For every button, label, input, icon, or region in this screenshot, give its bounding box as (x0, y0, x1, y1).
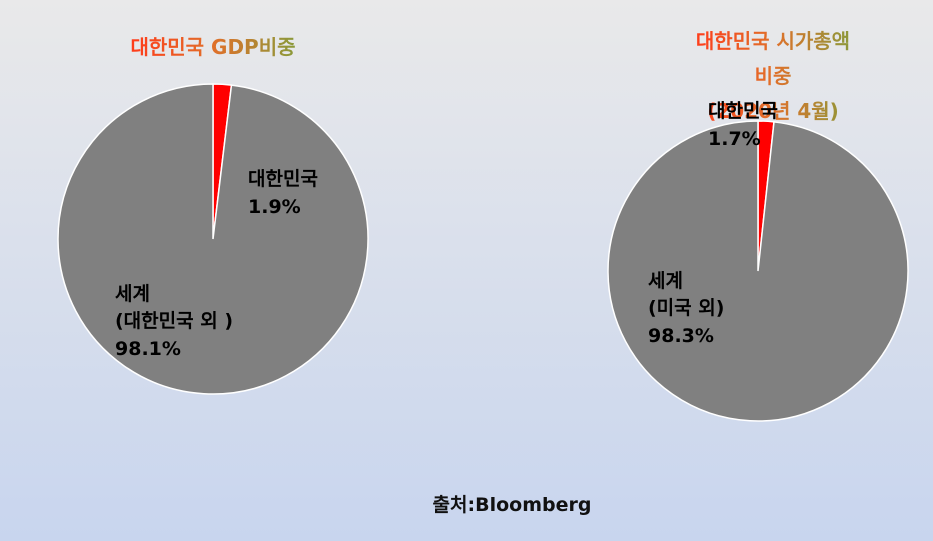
source: 출처:Bloomberg (432, 494, 592, 516)
pie-slice (57, 83, 369, 395)
chart-title: 대한민국 시가총액 비중 (2020년 4월) (693, 24, 853, 129)
value-label: 1.9% (248, 196, 301, 218)
value-label: 1.7% (708, 128, 761, 150)
slice-label: 대한민국 (708, 100, 778, 122)
value-label: 98.1% (115, 338, 181, 360)
value-label: 98.3% (648, 325, 714, 347)
pie-slice (607, 120, 909, 422)
slice-label: 대한민국 (248, 168, 318, 190)
slice-label: 세계 (미국 외) (648, 270, 725, 319)
chart-title: 대한민국 GDP비중 (130, 30, 295, 65)
slice-label: 세계 (대한민국 외 ) (115, 283, 233, 332)
